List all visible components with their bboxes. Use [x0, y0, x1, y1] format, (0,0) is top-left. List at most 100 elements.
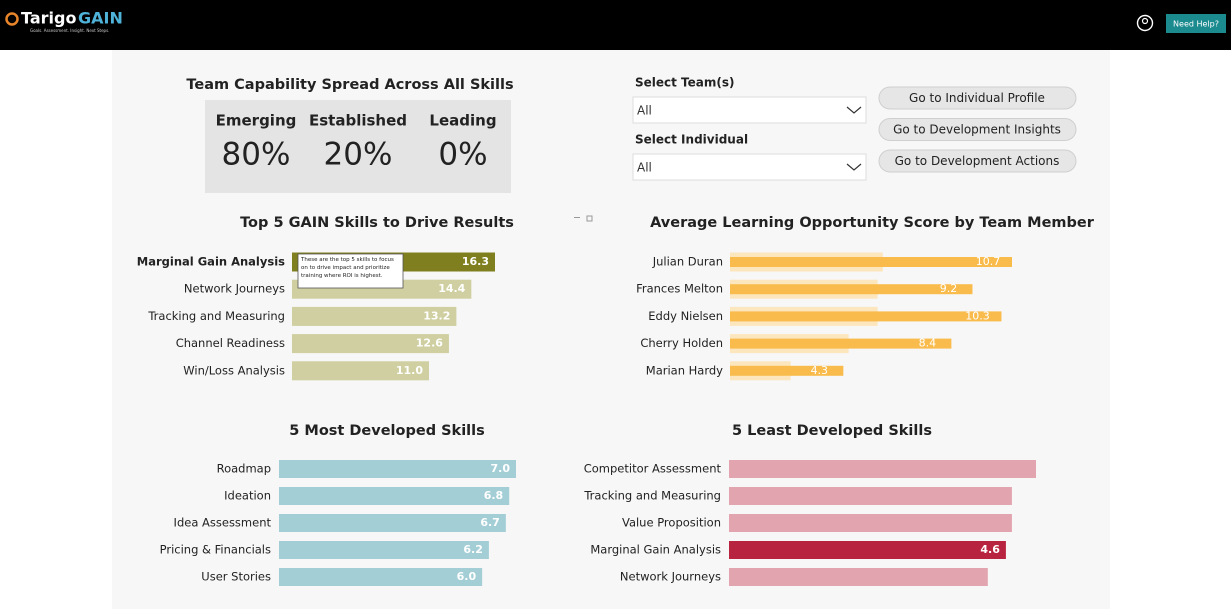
focus-icon[interactable] — [586, 215, 593, 222]
level-value: 80% — [222, 137, 291, 173]
bar — [729, 514, 1012, 532]
category-label: Marian Hardy — [646, 363, 723, 377]
nav-button-label[interactable]: Go to Development Insights — [893, 123, 1061, 137]
category-label: Eddy Nielsen — [648, 309, 723, 323]
nav-button-label[interactable]: Go to Individual Profile — [909, 91, 1045, 105]
level-label: Emerging — [216, 112, 297, 130]
category-label: Network Journeys — [184, 282, 285, 296]
level-label: Established — [309, 112, 407, 130]
value-label: 8.4 — [919, 337, 937, 350]
category-label: Network Journeys — [620, 570, 721, 584]
bar — [730, 365, 844, 376]
category-label: Competitor Assessment — [584, 462, 722, 476]
bar — [730, 257, 1012, 267]
bar — [729, 487, 1012, 505]
capability-box — [205, 100, 511, 193]
tooltip: These are the top 5 skills to focus on t… — [297, 253, 404, 289]
category-label: Channel Readiness — [176, 336, 285, 350]
category-label: Cherry Holden — [640, 336, 723, 350]
dropdown-chevron — [846, 106, 862, 114]
dropdown-box — [632, 96, 867, 124]
category-label: Idea Assessment — [174, 516, 272, 530]
help-button-label[interactable]: Need Help? — [1173, 20, 1219, 29]
nav-button-bg[interactable] — [878, 118, 1077, 141]
chart-title: Top 5 GAIN Skills to Drive Results — [240, 215, 514, 231]
level-label: Leading — [429, 112, 496, 130]
logo-ring — [5, 12, 19, 26]
chart-title: 5 Most Developed Skills — [289, 423, 485, 439]
filter-label: Select Team(s) — [635, 76, 735, 90]
value-label: 9.2 — [940, 282, 958, 295]
category-label: Tracking and Measuring — [147, 309, 285, 323]
value-label: 12.6 — [416, 337, 443, 350]
logo-brand: Tarigo — [21, 9, 76, 28]
dropdown-value[interactable]: All — [637, 161, 652, 175]
category-label: User Stories — [201, 570, 271, 584]
category-label: Julian Duran — [652, 255, 723, 269]
category-label: Win/Loss Analysis — [183, 363, 285, 377]
nav-button-label[interactable]: Go to Development Actions — [895, 154, 1060, 168]
chart-title: 5 Least Developed Skills — [732, 423, 932, 439]
bar — [729, 541, 1006, 559]
help-button[interactable]: Need Help? — [1166, 14, 1226, 33]
visual-icons — [574, 215, 593, 222]
value-label: 4.3 — [811, 364, 829, 377]
bar — [292, 306, 457, 326]
value-label: 6.8 — [484, 489, 504, 502]
category-label: Marginal Gain Analysis — [590, 543, 721, 557]
filter-label: Select Individual — [635, 133, 748, 147]
bar — [279, 568, 483, 586]
category-label: Frances Melton — [636, 282, 723, 296]
tooltip-box — [297, 253, 404, 289]
bar — [729, 568, 988, 586]
nav-button[interactable]: Go to Development Insights — [878, 118, 1077, 141]
tooltip-text: These are the top 5 skills to focus on t… — [301, 257, 394, 279]
category-label: Tracking and Measuring — [583, 489, 721, 503]
bar — [279, 541, 489, 559]
user-icon[interactable] — [1136, 14, 1154, 32]
value-label: 6.2 — [463, 543, 483, 556]
bar — [279, 487, 510, 505]
dropdown-value[interactable]: All — [637, 104, 652, 118]
category-label: Pricing & Financials — [160, 543, 271, 557]
logo-product: GAIN — [78, 9, 123, 28]
value-label: 16.3 — [462, 255, 489, 268]
dropdown-chevron — [846, 163, 862, 171]
bar — [730, 284, 973, 295]
category-label: Roadmap — [217, 462, 271, 476]
nav-button-bg[interactable] — [878, 149, 1077, 173]
dropdown[interactable]: All — [632, 153, 867, 181]
bar — [730, 338, 952, 349]
value-label: 14.4 — [438, 282, 465, 295]
bar — [292, 361, 429, 381]
value-label: 6.0 — [457, 570, 477, 583]
capability-title: Team Capability Spread Across All Skills — [186, 77, 513, 93]
value-label: 10.7 — [976, 255, 1001, 268]
bar — [292, 334, 449, 354]
value-label: 11.0 — [396, 364, 423, 377]
level-value: 20% — [324, 137, 393, 173]
category-label: Marginal Gain Analysis — [137, 255, 285, 269]
nav-button-bg[interactable] — [878, 86, 1077, 110]
bar — [279, 514, 506, 532]
category-label: Value Proposition — [622, 516, 721, 530]
nav-button[interactable]: Go to Individual Profile — [878, 86, 1077, 110]
category-label: Ideation — [224, 489, 271, 503]
bar — [729, 460, 1036, 478]
value-label: 13.2 — [423, 309, 450, 322]
value-label: 10.3 — [965, 309, 990, 322]
logo-tagline: Goals. Assessment. Insight. Next Steps. — [30, 28, 109, 33]
value-label: 7.0 — [491, 462, 511, 475]
filter-icon[interactable] — [574, 217, 580, 218]
help-button-bg — [1166, 14, 1226, 33]
nav-button[interactable]: Go to Development Actions — [878, 149, 1077, 173]
dropdown[interactable]: All — [632, 96, 867, 124]
tooltip-body: These are the top 5 skills to focus on t… — [301, 257, 394, 279]
bar — [730, 311, 1002, 322]
header-bar — [0, 0, 1231, 50]
level-value: 0% — [438, 137, 487, 173]
bar — [279, 460, 516, 478]
value-label: 6.7 — [480, 516, 500, 529]
